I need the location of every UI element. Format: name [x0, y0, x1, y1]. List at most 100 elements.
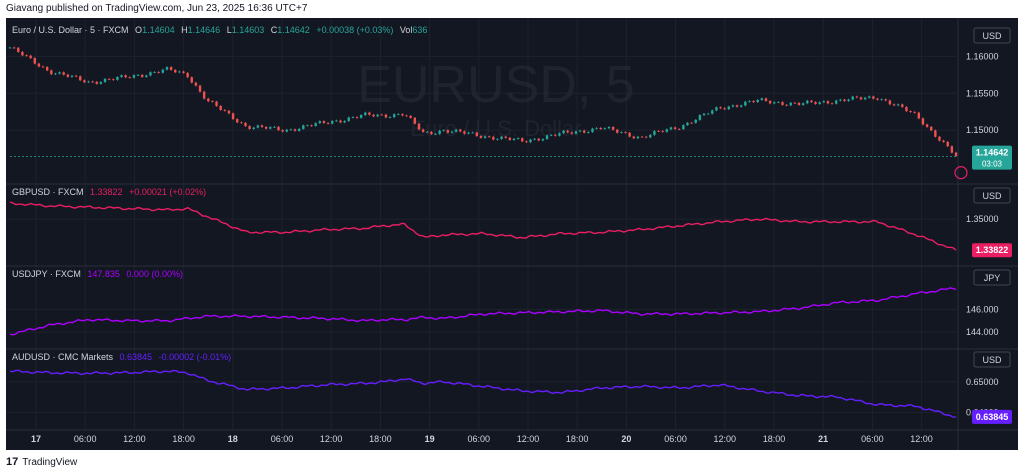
legend-aud[interactable]: AUDUSD · CMC Markets 0.63845 -0.00002 (-…	[12, 352, 231, 362]
candle-body	[673, 127, 677, 129]
candle-body	[909, 111, 912, 112]
candle-body	[318, 121, 322, 124]
candle-body	[930, 126, 933, 131]
x-tick-label: 06:00	[664, 434, 687, 444]
candle-body	[731, 105, 735, 107]
candle-body	[401, 114, 404, 116]
candle-body	[835, 100, 838, 104]
candle-body	[459, 129, 462, 132]
chart-svg[interactable]: EURUSD, 5 Euro / U.S. Dollar 17 06:00 12:0…	[6, 18, 1018, 450]
candle-body	[347, 117, 350, 121]
legend-gbp[interactable]: GBPUSD · FXCM 1.33822 +0.00021 (+0.02%)	[12, 187, 206, 197]
candle-body	[752, 101, 755, 103]
candle-body	[727, 106, 730, 110]
candle-body	[492, 136, 495, 140]
legend-h-value: 1.14646	[188, 25, 221, 35]
candle-body	[161, 69, 165, 73]
candle-body	[917, 112, 921, 119]
candle-body	[326, 122, 330, 124]
candle-body	[872, 96, 875, 99]
candle-body	[293, 129, 297, 131]
x-tick-label: 18:00	[763, 434, 786, 444]
legend-jpy[interactable]: USDJPY · FXCM 147.835 0.000 (0.00%)	[12, 269, 183, 279]
candle-body	[438, 130, 441, 134]
candle-body	[715, 107, 718, 111]
x-tick-label: 06:00	[468, 434, 491, 444]
candle-body	[467, 132, 470, 134]
candle-body	[640, 136, 644, 138]
candle-body	[500, 136, 503, 139]
candle-body	[785, 104, 788, 106]
candle-body	[661, 131, 664, 132]
candle-body	[653, 131, 656, 135]
candle-body	[306, 125, 309, 127]
candle-body	[12, 47, 16, 49]
currency-label: USD	[982, 191, 1002, 201]
legend-main[interactable]: Euro / U.S. Dollar · 5 · FXCM O1.14604 H…	[12, 25, 427, 35]
candle-body	[859, 97, 863, 100]
candle-body	[884, 99, 887, 101]
candle-body	[810, 100, 813, 103]
candle-body	[698, 115, 702, 120]
legend-aud-change: -0.00002 (-0.01%)	[159, 352, 232, 362]
candle-body	[79, 76, 82, 81]
candle-body	[521, 138, 524, 142]
candle-body	[153, 72, 156, 73]
countdown-label: 03:03	[982, 160, 1003, 169]
watermark-description: Euro / U.S. Dollar	[410, 116, 581, 141]
candle-body	[508, 137, 512, 140]
candle-body	[186, 72, 189, 78]
legend-l-label: L	[227, 25, 232, 35]
candle-body	[285, 129, 288, 132]
candle-body	[116, 77, 119, 80]
candle-body	[533, 138, 536, 140]
x-tick-label: 06:00	[271, 434, 294, 444]
candle-body	[219, 105, 222, 110]
legend-c-value: 1.14642	[277, 25, 310, 35]
candle-body	[541, 139, 545, 141]
candle-body	[777, 102, 780, 103]
y-tick-label: 0.65000	[966, 377, 999, 387]
legend-o-value: 1.14604	[142, 25, 175, 35]
legend-aud-value: 0.63845	[120, 352, 153, 362]
candle-body	[896, 104, 900, 106]
candle-body	[496, 138, 499, 140]
candle-body	[516, 138, 520, 139]
candle-body	[33, 58, 36, 64]
candle-body	[855, 96, 859, 98]
candle-body	[54, 73, 57, 75]
x-tick-label: 06:00	[74, 434, 97, 444]
candle-body	[678, 128, 681, 130]
candle-body	[554, 134, 557, 136]
candle-body	[756, 99, 759, 103]
candle-body	[145, 75, 148, 77]
candle-body	[479, 136, 483, 138]
candle-body	[946, 141, 949, 147]
candle-body	[351, 117, 355, 118]
candle-body	[607, 126, 611, 129]
chart-frame[interactable]: EURUSD, 5 Euro / U.S. Dollar 17 06:00 12:0…	[6, 18, 1018, 450]
x-tick-label: 18:00	[172, 434, 195, 444]
x-tick-label: 18:00	[369, 434, 392, 444]
candle-body	[140, 74, 144, 77]
candle-body	[950, 146, 954, 153]
candle-body	[273, 126, 276, 128]
candle-body	[475, 132, 479, 137]
candle-body	[657, 131, 660, 132]
candle-body	[240, 122, 243, 124]
candle-body	[450, 131, 454, 133]
candle-body	[711, 110, 714, 114]
candle-body	[310, 125, 313, 127]
legend-jpy-change: 0.000 (0.00%)	[126, 269, 183, 279]
candle-body	[830, 103, 834, 105]
candle-body	[504, 136, 507, 138]
y-tick-label: 1.15500	[966, 88, 999, 98]
candle-body	[112, 79, 115, 81]
candle-body	[207, 98, 210, 102]
candle-body	[487, 136, 491, 138]
currency-badge	[973, 27, 1011, 44]
legend-gbp-change: +0.00021 (+0.02%)	[129, 187, 206, 197]
price-label-badge	[972, 243, 1012, 258]
candle-body	[202, 91, 206, 99]
series-line-gbp	[9, 201, 957, 251]
